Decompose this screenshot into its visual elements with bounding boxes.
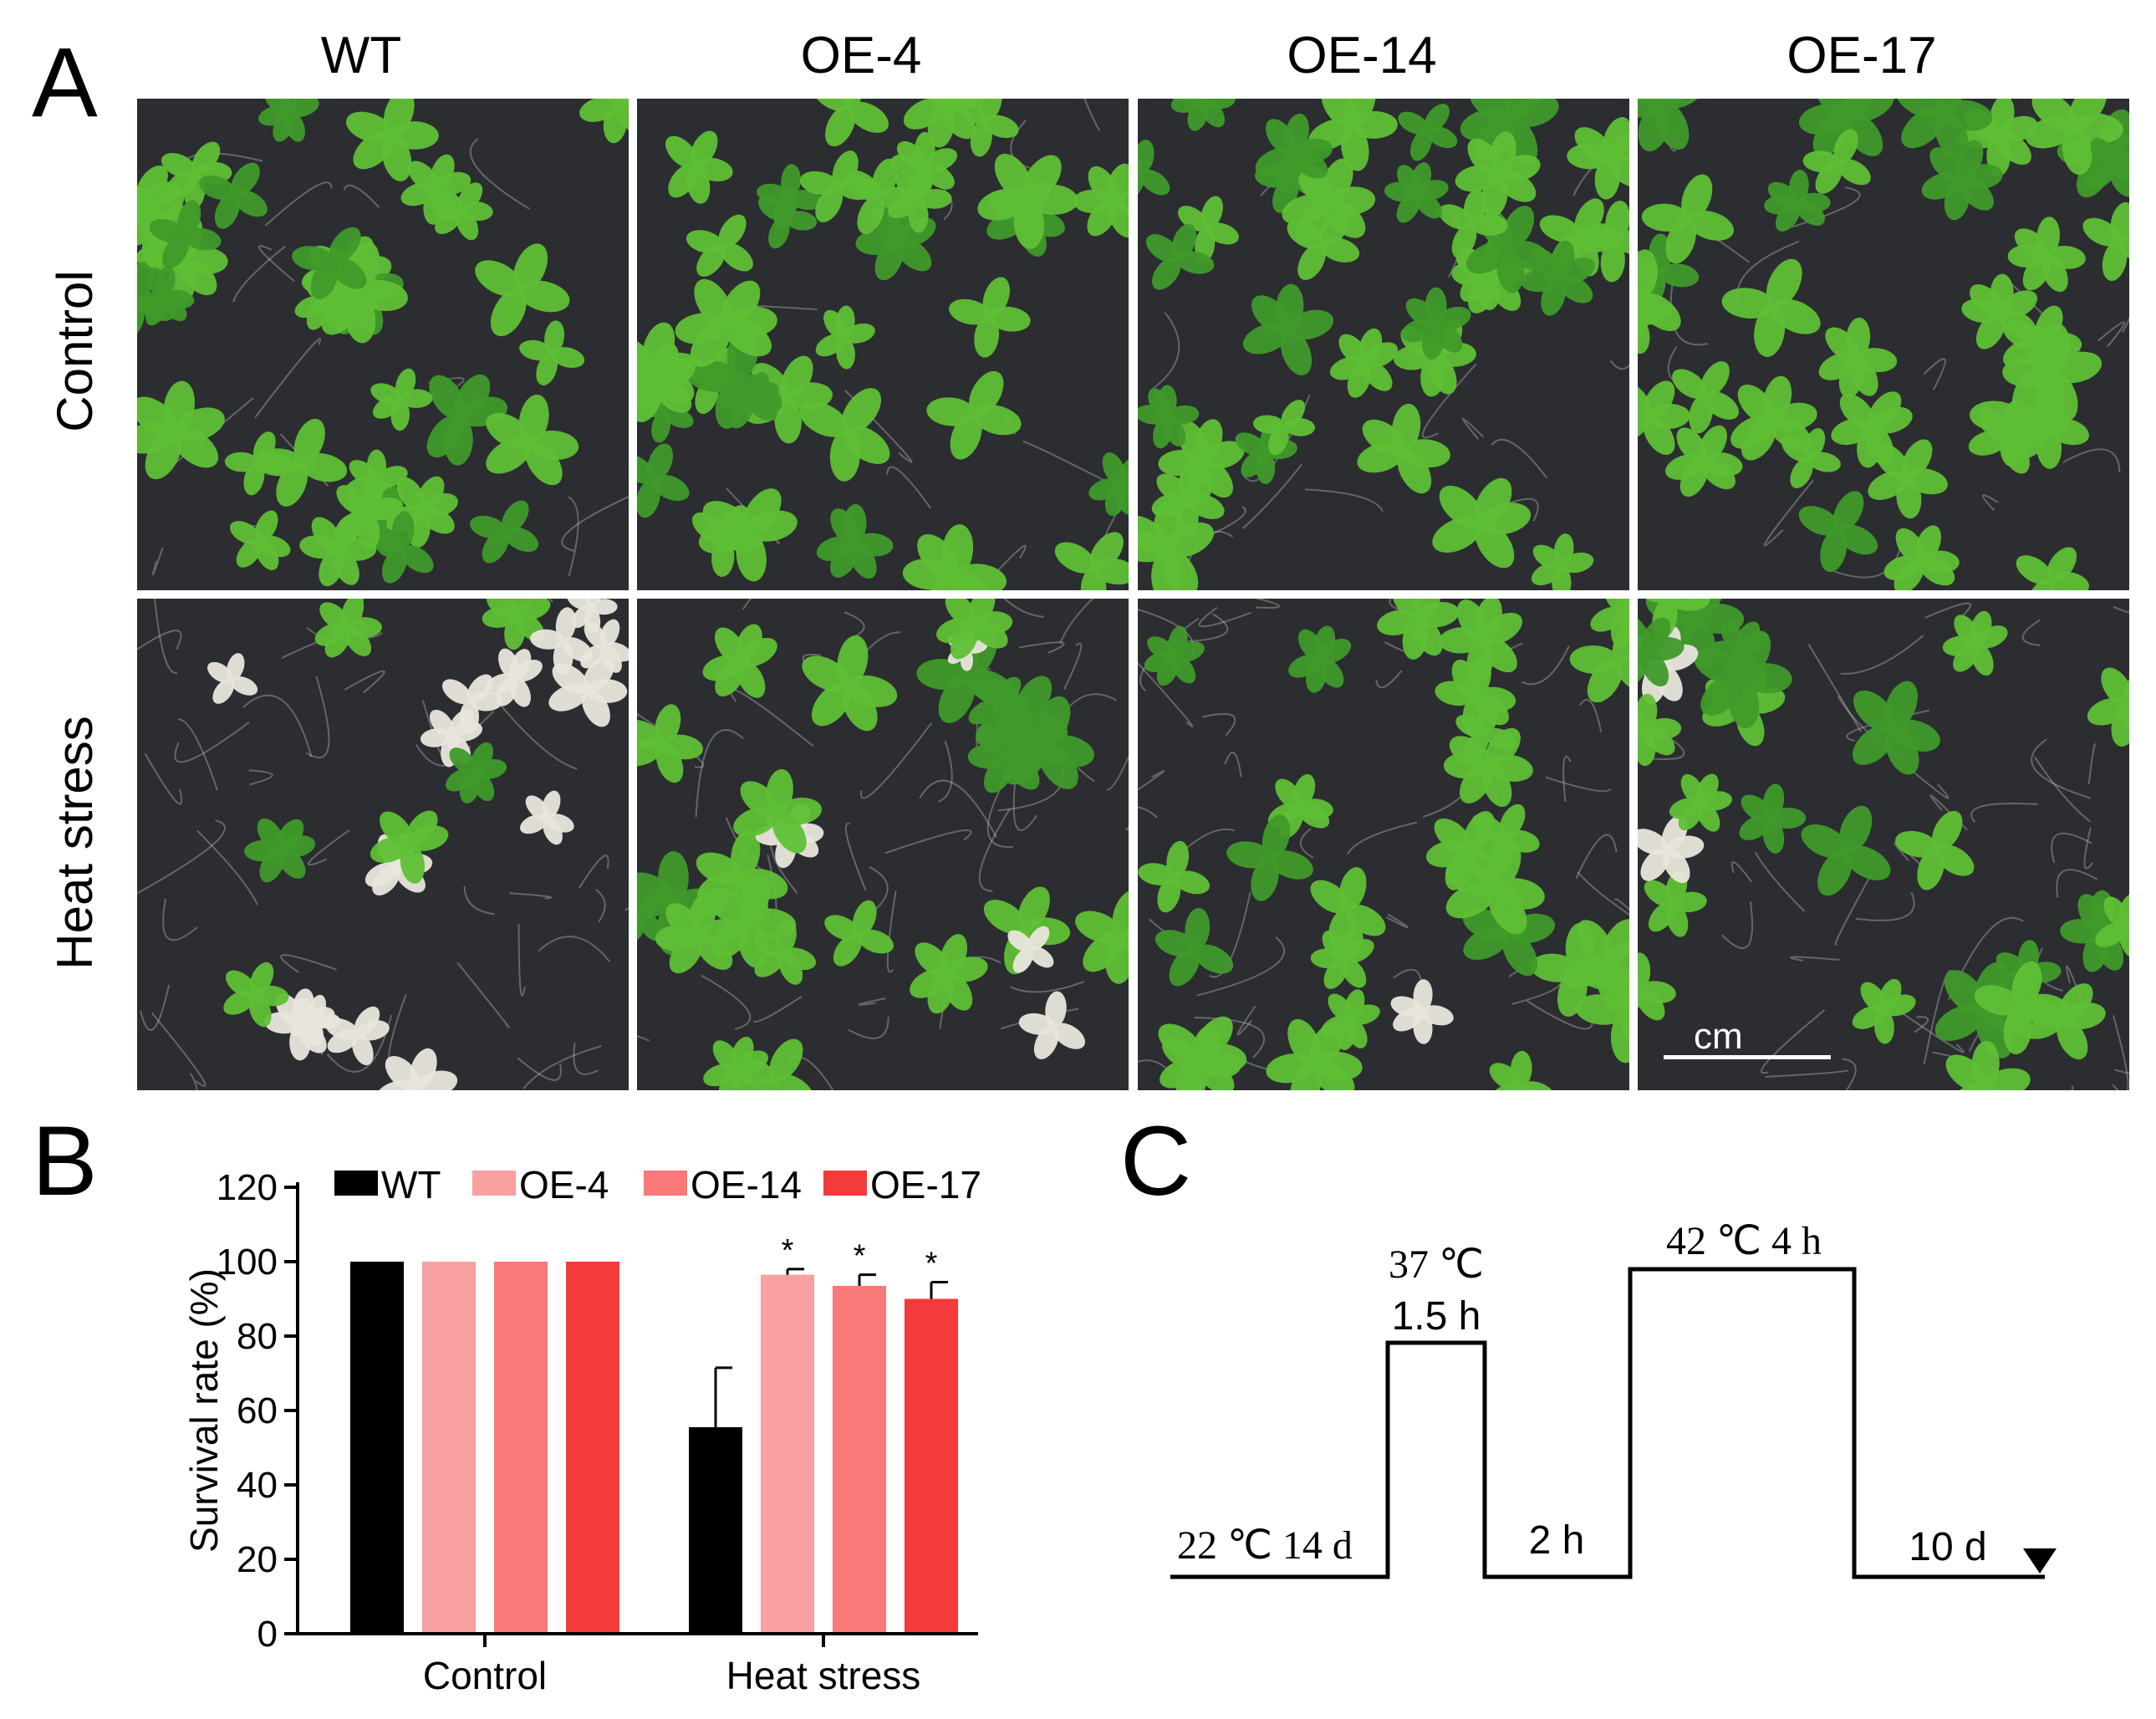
label-2h: 2 h [1529, 1518, 1585, 1563]
column-label-oe-14: OE-14 [1287, 27, 1437, 84]
photo-heat-oe-17 [1638, 599, 2129, 1090]
bar [494, 1262, 548, 1634]
legend-label: OE-17 [870, 1163, 981, 1206]
column-label-oe-17: OE-17 [1786, 27, 1937, 84]
panel-a-letter: A [32, 28, 98, 138]
panel-c-letter: C [1120, 1106, 1192, 1217]
photo-control-oe-14 [1138, 99, 1629, 590]
significance-asterisk: * [925, 1246, 938, 1281]
legend-swatch [823, 1171, 867, 1196]
label-1-5h: 1.5 h [1392, 1294, 1481, 1339]
bar [833, 1285, 886, 1634]
panel-b-letter: B [32, 1106, 98, 1217]
bar [689, 1427, 742, 1634]
photo-heat-oe-14 [1138, 599, 1629, 1090]
scale-bar [1664, 1055, 1831, 1059]
end-triangle-marker [2023, 1548, 2057, 1574]
legend-swatch [334, 1171, 378, 1196]
label-42c-4h: 42 ℃ 4 h [1666, 1219, 1822, 1263]
photo-heat-oe-4 [637, 599, 1129, 1090]
legend-label: OE-4 [519, 1163, 609, 1206]
timeline-trace [1170, 1267, 2045, 1579]
photo-control-wt [137, 99, 629, 590]
photo-control-oe-4 [637, 99, 1129, 590]
photo-heat-wt [137, 599, 629, 1090]
legend-swatch [472, 1171, 516, 1196]
column-label-oe-4: OE-4 [800, 27, 922, 84]
y-tick-label: 0 [257, 1614, 278, 1655]
legend-swatch [644, 1171, 687, 1196]
bar [761, 1274, 814, 1634]
significance-asterisk: * [782, 1233, 794, 1268]
legend-label: OE-14 [691, 1163, 802, 1206]
y-tick-label: 120 [217, 1167, 278, 1208]
y-tick-label: 80 [237, 1316, 278, 1357]
label-37c: 37 ℃ [1389, 1242, 1484, 1287]
legend-label: WT [381, 1163, 441, 1206]
y-axis-title: Survival rate (%) [182, 1268, 226, 1553]
x-tick-label: Control [423, 1654, 547, 1697]
bar [566, 1262, 619, 1634]
y-tick-label: 20 [237, 1539, 278, 1580]
label-10d: 10 d [1909, 1525, 1986, 1569]
x-tick-label: Heat stress [726, 1654, 921, 1697]
photo-control-oe-17 [1638, 99, 2129, 590]
y-tick-label: 40 [237, 1465, 278, 1506]
column-label-wt: WT [320, 27, 402, 84]
y-tick-label: 100 [217, 1242, 278, 1283]
significance-asterisk: * [854, 1239, 866, 1274]
y-tick-label: 60 [237, 1390, 278, 1431]
bar [905, 1298, 958, 1634]
bar [422, 1262, 476, 1634]
scale-bar-label: cm [1694, 1016, 1743, 1057]
bar [350, 1262, 404, 1634]
label-22c-14d: 22 ℃ 14 d [1177, 1523, 1353, 1568]
